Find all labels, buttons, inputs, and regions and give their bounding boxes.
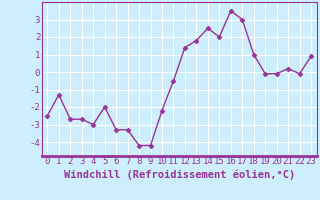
- X-axis label: Windchill (Refroidissement éolien,°C): Windchill (Refroidissement éolien,°C): [64, 169, 295, 180]
